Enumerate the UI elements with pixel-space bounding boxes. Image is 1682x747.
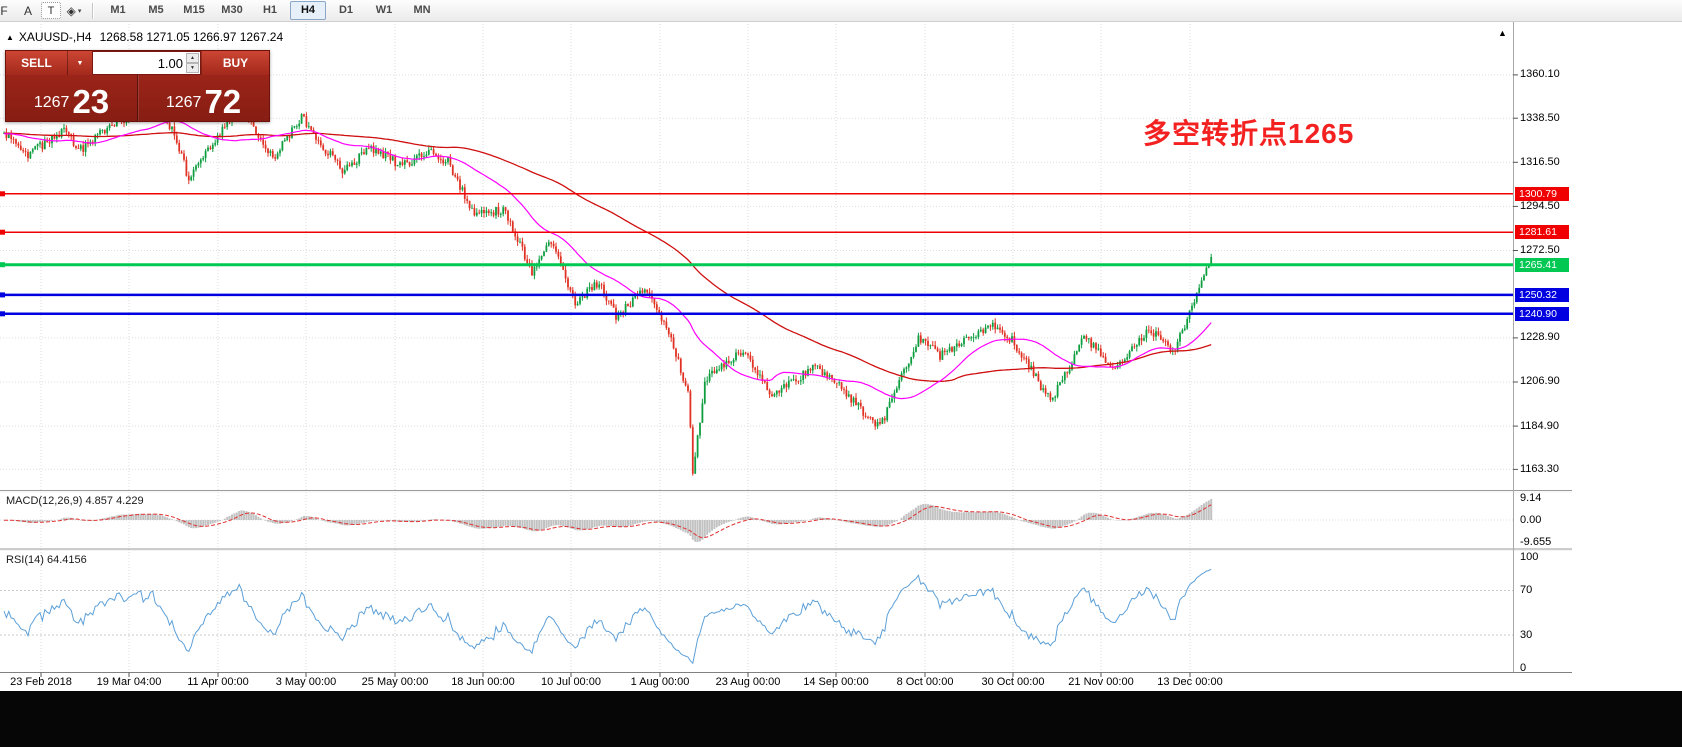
timeframe-button-w1[interactable]: W1 [375,4,393,16]
price-axis-label[interactable]: 1272.50 [1520,243,1560,256]
buy-price-prefix: 1267 [165,94,202,111]
buy-price-display[interactable]: 1267 72 [138,75,269,121]
timeframe-button-h1[interactable]: H1 [262,4,278,16]
buy-button[interactable]: BUY [201,51,269,75]
one-click-trading-panel: SELL ▼ 1.00 ▲ ▼ BUY 1267 23 1267 72 [5,50,270,122]
ohlc-values: 1268.58 1271.05 1266.97 1267.24 [99,30,284,44]
price-axis-label[interactable]: 1360.10 [1520,68,1560,81]
price-axis-label[interactable]: 1294.50 [1520,199,1560,212]
time-axis-label[interactable]: 8 Oct 00:00 [896,676,954,688]
shapes-glyph: ◈ [66,3,76,18]
volume-value: 1.00 [157,55,183,71]
time-axis-label[interactable]: 30 Oct 00:00 [981,676,1045,688]
volume-up-icon[interactable]: ▲ [186,53,199,63]
volume-down-icon[interactable]: ▼ [186,63,199,73]
timeframe-button-m5[interactable]: M5 [148,4,164,16]
price-line-tag[interactable]: 1250.32 [1515,287,1569,302]
price-line-tag[interactable]: 1265.41 [1515,257,1569,272]
timeframe-button-h4[interactable]: H4 [290,1,326,20]
macd-values: 4.857 4.229 [85,495,144,507]
timeframe-button-d1[interactable]: D1 [338,4,354,16]
rsi-axis-label: 70 [1520,583,1533,596]
volume-stepper: ▲ ▼ [186,53,199,73]
chevron-down-icon[interactable]: ▾ [77,7,82,15]
price-line-tag[interactable]: 1240.90 [1515,306,1569,321]
price-axis-label[interactable]: 1184.90 [1520,419,1559,432]
price-axis-label[interactable]: 1206.90 [1520,375,1560,388]
time-axis-label[interactable]: 1 Aug 00:00 [630,676,690,688]
time-axis-label[interactable]: 23 Aug 00:00 [715,676,781,688]
price-axis-label[interactable]: 1228.90 [1520,331,1560,344]
chart-window[interactable]: ▲ XAUUSD-,H4 1268.58 1271.05 1266.97 1267.… [0,22,1572,691]
time-axis-label[interactable]: 3 May 00:00 [275,676,337,688]
order-type-dropdown[interactable]: ▼ [67,51,92,75]
macd-axis-label: 9.14 [1520,492,1542,505]
buy-price-big: 72 [204,83,242,121]
price-axis-label[interactable]: 1338.50 [1520,111,1560,124]
chart-ohlc-header: ▲ XAUUSD-,H4 1268.58 1271.05 1266.97 1267.… [6,30,283,44]
volume-input[interactable]: 1.00 ▲ ▼ [92,51,201,75]
toolbar-separator [92,2,93,19]
timeframe-button-m1[interactable]: M1 [110,4,126,16]
time-axis-label[interactable]: 10 Jul 00:00 [541,676,601,688]
time-axis-label[interactable]: 18 Jun 00:00 [451,676,515,688]
macd-indicator-label: MACD(12,26,9) 4.857 4.229 [6,495,144,507]
trade-controls-row: SELL ▼ 1.00 ▲ ▼ BUY [6,51,269,75]
rsi-axis-label: 100 [1520,550,1539,563]
bottom-taskbar [0,691,1682,747]
chart-plot-area[interactable] [0,22,1572,691]
trade-prices-row: 1267 23 1267 72 [6,75,269,121]
price-axis-label[interactable]: 1163.30 [1520,462,1559,475]
rsi-indicator-label: RSI(14) 64.4156 [6,554,87,566]
timeframe-button-m15[interactable]: M15 [183,4,205,16]
time-axis-label[interactable]: 11 Apr 00:00 [187,676,249,688]
rsi-value: 64.4156 [46,554,87,566]
price-line-tag[interactable]: 1281.61 [1515,225,1569,240]
text-annotation-tool-icon[interactable]: A [23,3,32,18]
timeframe-button-group: M1 M5 M15 M30 H1 H4 D1 W1 MN [99,1,441,20]
scroll-to-end-icon[interactable]: ▲ [1498,28,1507,38]
rsi-axis-label: 0 [1520,662,1527,674]
sell-price-display[interactable]: 1267 23 [6,75,138,121]
macd-name: MACD(12,26,9) [6,495,83,507]
chart-annotation-text: 多空转折点1265 [1143,118,1355,149]
sell-button[interactable]: SELL [6,51,67,75]
text-label-tool-icon[interactable]: T [41,2,61,19]
symbol-period-label: XAUUSD-,H4 [18,30,92,44]
time-axis-label[interactable]: 13 Dec 00:00 [1157,676,1223,688]
rsi-name: RSI(14) [6,554,44,566]
shapes-tool-icon[interactable]: ◈ ▾ [63,1,85,21]
sell-price-prefix: 1267 [33,94,70,111]
time-axis-label[interactable]: 25 May 00:00 [361,676,429,688]
price-line-tag[interactable]: 1300.79 [1515,186,1569,201]
timeframe-button-mn[interactable]: MN [413,4,431,16]
macd-axis-label: 0.00 [1520,513,1542,526]
sell-price-big: 23 [72,83,110,121]
time-axis-label[interactable]: 23 Feb 2018 [10,676,72,688]
timeframe-button-m30[interactable]: M30 [221,4,243,16]
time-axis-label[interactable]: 21 Nov 00:00 [1068,676,1134,688]
fibonacci-tool-icon[interactable]: F [0,3,8,18]
time-axis-label[interactable]: 14 Sep 00:00 [803,676,869,688]
price-axis-label[interactable]: 1316.50 [1520,155,1560,168]
collapse-triangle-icon[interactable]: ▲ [6,33,14,42]
top-toolbar: F A T ◈ ▾ M1 M5 M15 M30 H1 H4 D1 W1 MN [0,0,1682,22]
macd-axis-label: -9.655 [1520,535,1552,548]
time-axis-label[interactable]: 19 Mar 04:00 [96,676,162,688]
rsi-axis-label: 30 [1520,628,1533,641]
